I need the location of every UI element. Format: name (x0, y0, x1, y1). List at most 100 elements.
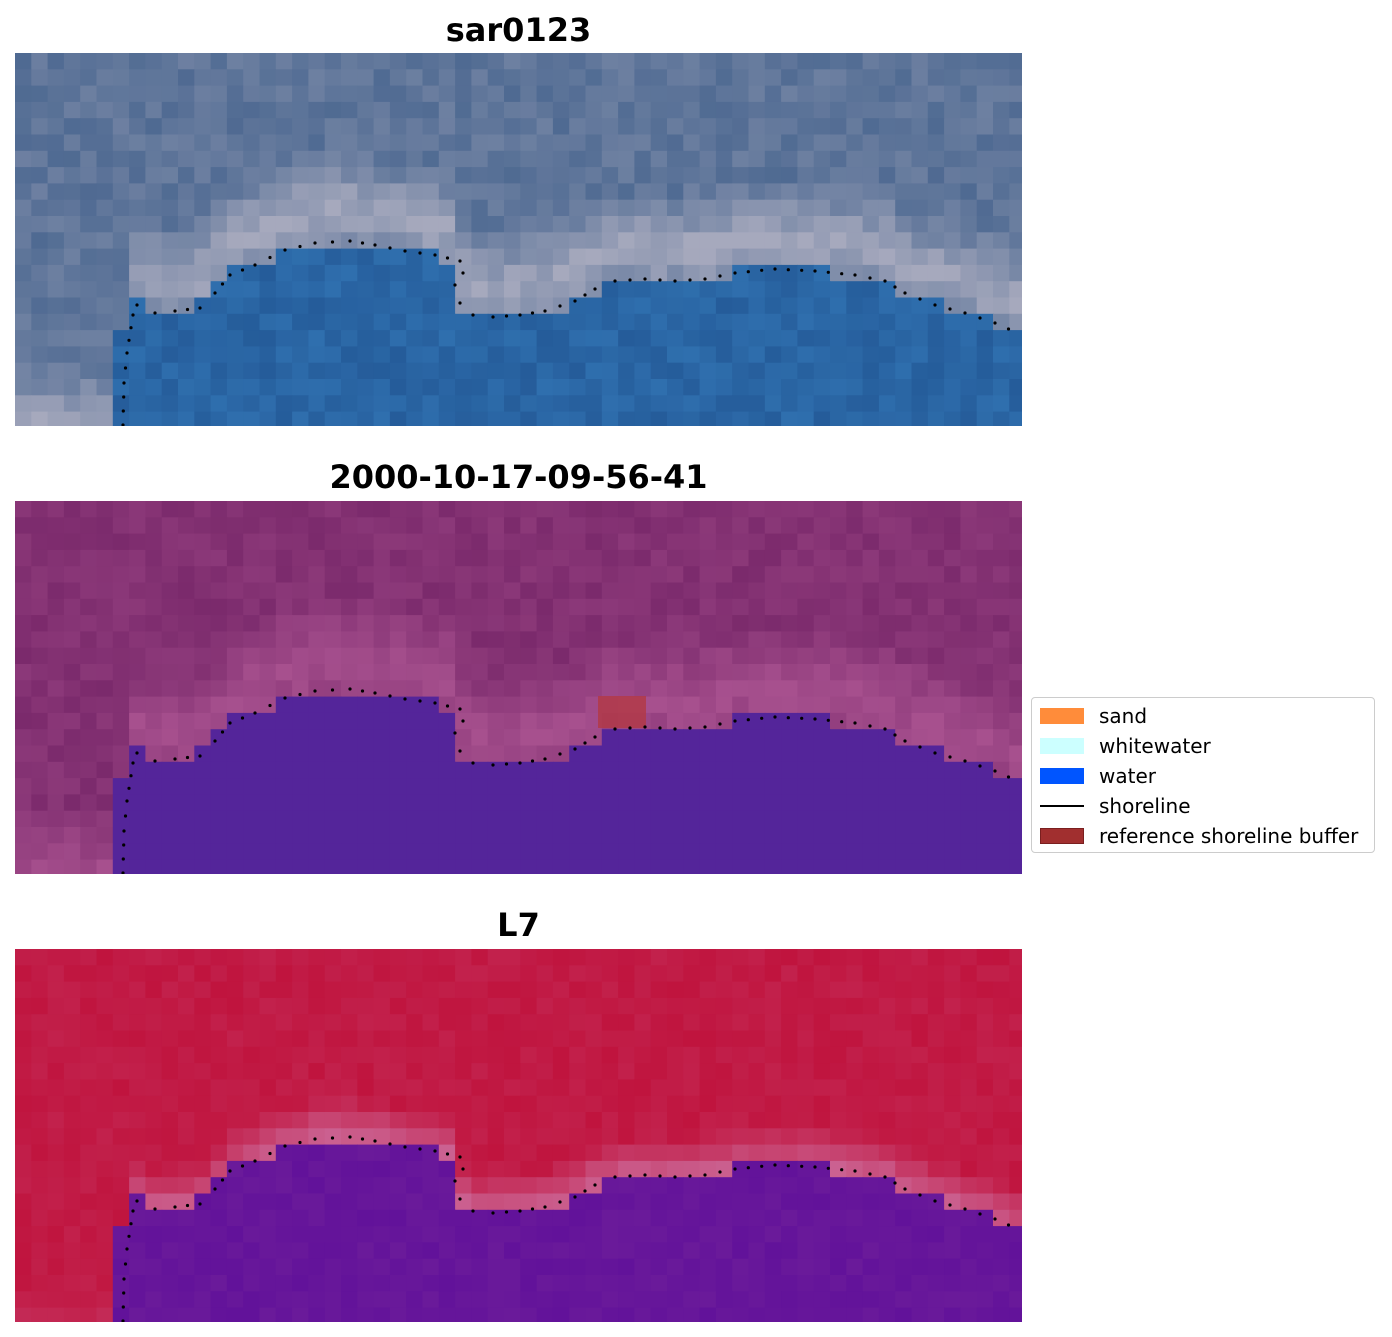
image-pixel (569, 1242, 587, 1260)
image-pixel (161, 395, 179, 413)
image-pixel (927, 501, 945, 518)
image-pixel (471, 1046, 489, 1064)
image-pixel (438, 517, 456, 535)
image-pixel (145, 1128, 163, 1146)
image-pixel (569, 859, 587, 874)
image-pixel (324, 118, 342, 136)
image-pixel (308, 582, 326, 600)
image-pixel (504, 664, 521, 681)
image-pixel (194, 216, 212, 233)
image-pixel (15, 664, 32, 681)
image-pixel (634, 680, 652, 698)
image-pixel (715, 346, 733, 364)
image-pixel (292, 1258, 309, 1276)
image-pixel (210, 778, 228, 795)
image-pixel (895, 1046, 913, 1064)
image-pixel (406, 1095, 424, 1113)
image-pixel (161, 199, 179, 217)
image-pixel (389, 582, 407, 600)
image-pixel (422, 1144, 440, 1162)
image-pixel (96, 264, 114, 282)
image-pixel (31, 362, 49, 380)
shoreline-point (240, 716, 245, 720)
image-pixel (732, 1275, 750, 1292)
image-pixel (63, 949, 81, 966)
image-pixel (275, 745, 293, 763)
image-pixel (178, 411, 195, 426)
image-pixel (422, 101, 440, 119)
image-pixel (112, 297, 130, 315)
image-pixel (650, 134, 668, 152)
image-pixel (259, 379, 277, 396)
image-pixel (161, 1014, 179, 1032)
image-pixel (243, 1307, 261, 1322)
image-pixel (324, 313, 342, 331)
image-pixel (667, 598, 684, 616)
image-pixel (47, 1014, 65, 1032)
image-pixel (732, 1079, 750, 1097)
image-pixel (357, 1226, 375, 1243)
image-pixel (504, 134, 521, 152)
image-pixel (31, 965, 49, 983)
image-pixel (830, 346, 847, 364)
image-pixel (944, 827, 961, 844)
image-pixel (944, 794, 961, 812)
image-pixel (63, 965, 81, 983)
image-pixel (487, 965, 505, 983)
image-pixel (813, 680, 831, 698)
image-pixel (47, 53, 65, 70)
image-pixel (292, 745, 309, 763)
image-pixel (15, 281, 32, 299)
image-pixel (976, 1193, 994, 1211)
image-pixel (667, 216, 684, 233)
image-pixel (683, 69, 701, 87)
image-pixel (292, 69, 309, 87)
image-pixel (944, 517, 961, 535)
image-pixel (895, 1144, 913, 1162)
image-pixel (846, 346, 864, 364)
image-pixel (145, 566, 163, 584)
image-pixel (129, 794, 146, 812)
image-pixel (552, 712, 570, 730)
shoreline-point (198, 1202, 202, 1206)
image-pixel (275, 843, 293, 861)
image-pixel (683, 1193, 701, 1211)
image-pixel (31, 150, 49, 168)
image-pixel (585, 232, 603, 250)
image-pixel (145, 778, 163, 795)
image-pixel (569, 297, 587, 315)
image-pixel (764, 827, 782, 844)
image-pixel (161, 1095, 179, 1113)
image-pixel (520, 1193, 538, 1211)
image-pixel (797, 615, 815, 632)
image-pixel (960, 1275, 978, 1292)
image-pixel (438, 69, 456, 87)
shoreline-point (628, 726, 632, 730)
image-pixel (504, 313, 521, 331)
image-pixel (341, 949, 358, 966)
image-pixel (373, 85, 391, 103)
image-pixel (830, 379, 847, 396)
image-pixel (878, 379, 896, 396)
image-pixel (944, 69, 961, 87)
image-pixel (715, 362, 733, 380)
image-pixel (178, 745, 195, 763)
image-pixel (862, 362, 880, 380)
image-pixel (80, 981, 98, 999)
image-pixel (830, 1242, 847, 1260)
image-pixel (504, 761, 521, 779)
image-pixel (878, 631, 896, 649)
image-pixel (357, 183, 375, 201)
image-pixel (15, 859, 32, 874)
image-pixel (569, 1275, 587, 1292)
image-pixel (96, 411, 114, 426)
image-pixel (259, 1144, 277, 1162)
image-pixel (667, 362, 684, 380)
image-pixel (259, 346, 277, 364)
image-pixel (226, 582, 244, 600)
image-pixel (438, 712, 456, 730)
image-pixel (226, 810, 244, 828)
image-pixel (960, 761, 978, 779)
image-pixel (389, 729, 407, 747)
image-pixel (520, 533, 538, 551)
